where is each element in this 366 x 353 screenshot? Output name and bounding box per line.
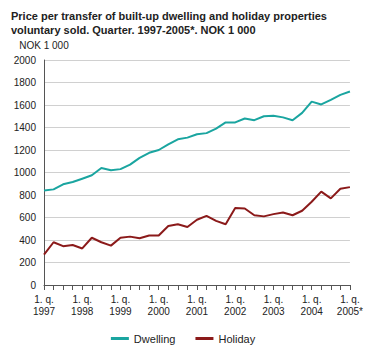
svg-text:800: 800 [19,190,36,201]
svg-text:Holiday: Holiday [218,333,255,345]
svg-text:1. q.: 1. q. [34,294,53,305]
svg-text:voluntary sold. Quarter. 1997-: voluntary sold. Quarter. 1997-2005*. NOK… [11,24,256,36]
svg-text:1800: 1800 [14,77,37,88]
svg-text:NOK 1 000: NOK 1 000 [19,40,69,51]
svg-text:1. q.: 1. q. [111,294,130,305]
svg-text:2005*: 2005* [337,306,363,317]
svg-text:1. q.: 1. q. [340,294,359,305]
svg-text:2004: 2004 [301,306,324,317]
svg-text:Price per transfer of built-up: Price per transfer of built-up dwelling … [11,10,330,22]
svg-text:Dwelling: Dwelling [134,333,176,345]
svg-text:1. q.: 1. q. [73,294,92,305]
svg-text:2003: 2003 [262,306,285,317]
svg-text:2000: 2000 [148,306,171,317]
svg-text:2000: 2000 [14,55,37,66]
svg-text:1600: 1600 [14,100,37,111]
svg-text:2002: 2002 [224,306,247,317]
svg-text:1. q.: 1. q. [187,294,206,305]
svg-text:1200: 1200 [14,145,37,156]
svg-text:1400: 1400 [14,122,37,133]
svg-text:1. q.: 1. q. [225,294,244,305]
svg-text:400: 400 [19,235,36,246]
svg-text:1. q.: 1. q. [264,294,283,305]
svg-text:1998: 1998 [71,306,94,317]
svg-text:1000: 1000 [14,167,37,178]
svg-text:1999: 1999 [109,306,132,317]
svg-text:2001: 2001 [186,306,209,317]
svg-text:1997: 1997 [33,306,56,317]
svg-text:0: 0 [30,280,36,291]
svg-text:1. q.: 1. q. [149,294,168,305]
svg-text:200: 200 [19,257,36,268]
svg-text:1. q.: 1. q. [302,294,321,305]
svg-text:600: 600 [19,212,36,223]
